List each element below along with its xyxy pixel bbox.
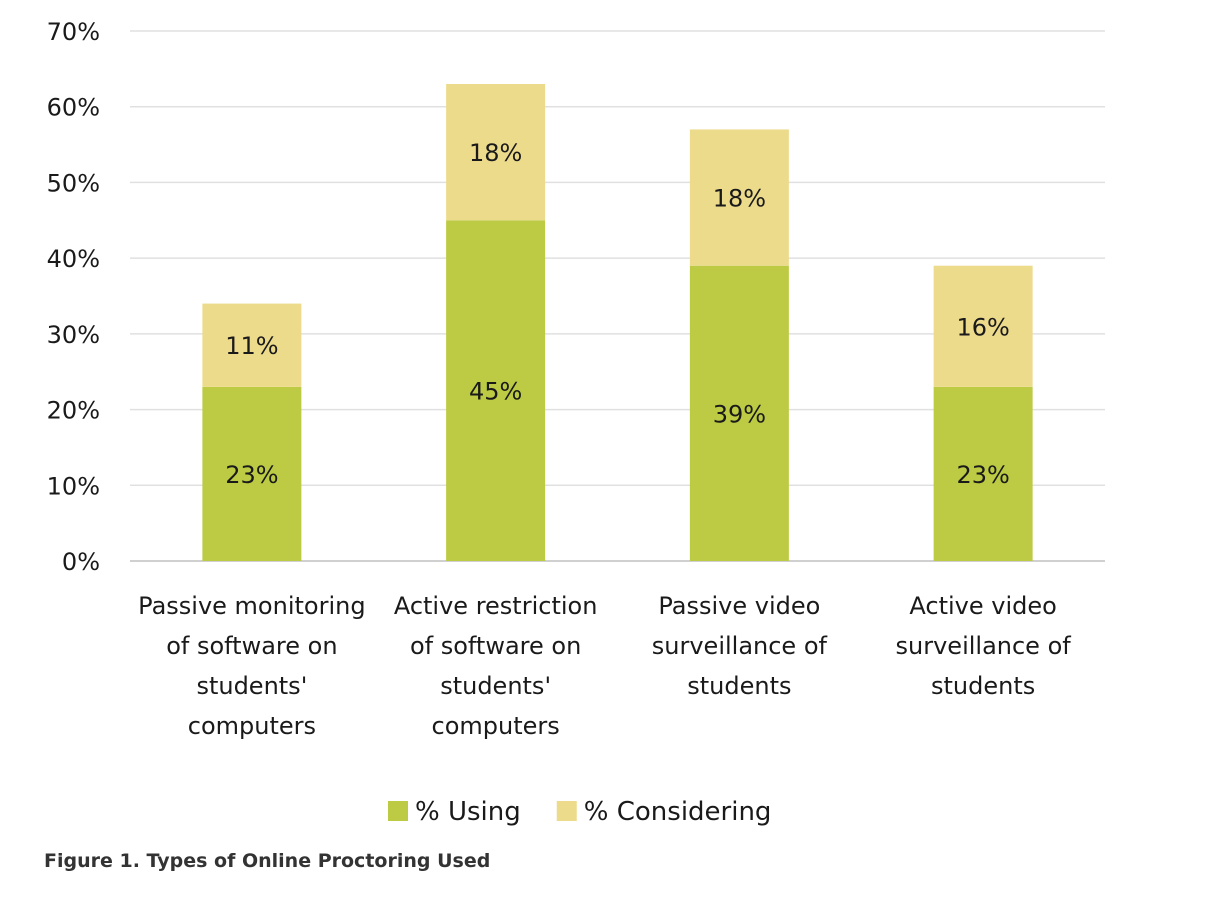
bar-using: [202, 386, 302, 561]
bars: 23% 11% 45% 18% 39% 18% 23% 16%: [202, 84, 1033, 562]
bar-using: [446, 220, 546, 562]
y-tick-label: 50%: [47, 169, 100, 197]
x-tick-label: Active video surveillance of students: [896, 592, 1072, 700]
data-label: 18%: [469, 139, 522, 167]
y-tick-label: 0%: [62, 548, 100, 576]
data-label: 23%: [956, 461, 1009, 489]
y-tick-label: 70%: [47, 18, 100, 46]
bar-considering: [933, 265, 1033, 387]
bar-using: [933, 386, 1033, 561]
x-tick-label: Passive monitoring of software on students…: [138, 592, 365, 740]
x-tick-label-line: students': [440, 672, 551, 700]
y-tick-label: 10%: [47, 472, 100, 500]
x-tick-label-line: students: [687, 672, 791, 700]
y-tick-label: 60%: [47, 94, 100, 122]
x-tick-label-line: students': [196, 672, 307, 700]
x-tick-label-line: students: [931, 672, 1035, 700]
x-axis: Passive monitoring of software on students…: [138, 592, 1071, 740]
x-tick-label-line: Active restriction: [394, 592, 598, 620]
figure-caption: Figure 1. Types of Online Proctoring Use…: [44, 850, 490, 872]
legend-label: % Using: [415, 797, 521, 827]
x-tick-label-line: Passive monitoring: [138, 592, 365, 620]
data-label: 11%: [225, 332, 278, 360]
data-label: 18%: [713, 185, 766, 213]
x-tick-label: Passive video surveillance of students: [652, 592, 828, 700]
data-label: 39%: [713, 400, 766, 428]
x-tick-label-line: of software on: [166, 632, 337, 660]
x-tick-label: Active restriction of software on students…: [394, 592, 598, 740]
data-label: 45%: [469, 378, 522, 406]
x-tick-label-line: surveillance of: [652, 632, 828, 660]
x-tick-label-line: of software on: [410, 632, 581, 660]
data-label: 23%: [225, 461, 278, 489]
legend-swatch-using: [388, 801, 408, 821]
y-tick-label: 20%: [47, 397, 100, 425]
bar-considering: [202, 303, 302, 387]
bar-considering: [446, 84, 546, 221]
x-tick-label-line: computers: [188, 712, 316, 740]
legend: % Using % Considering: [388, 797, 771, 827]
x-tick-label-line: computers: [432, 712, 560, 740]
y-tick-label: 40%: [47, 245, 100, 273]
legend-swatch-considering: [556, 801, 577, 821]
y-tick-label: 30%: [47, 321, 100, 349]
y-axis: 0% 10% 20% 30% 40% 50% 60% 70%: [47, 18, 100, 576]
data-label: 16%: [956, 313, 1009, 341]
bar-using: [689, 265, 789, 561]
x-tick-label-line: Passive video: [658, 592, 820, 620]
bar-considering: [689, 129, 789, 266]
legend-label: % Considering: [584, 797, 772, 827]
x-tick-label-line: surveillance of: [896, 632, 1072, 660]
x-tick-label-line: Active video: [909, 592, 1056, 620]
